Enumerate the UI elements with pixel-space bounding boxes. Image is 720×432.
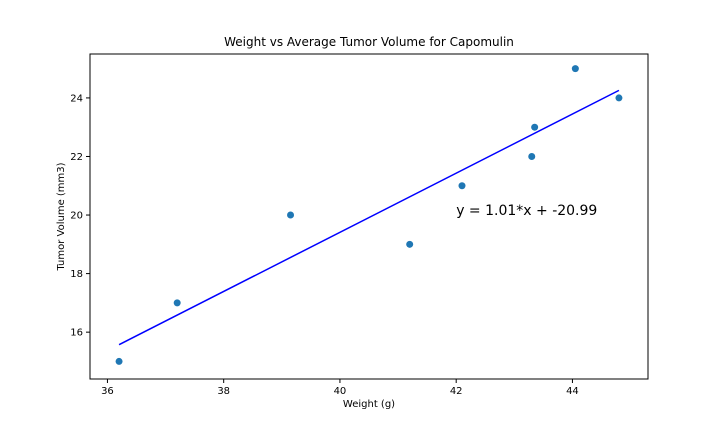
- y-tick-label: 24: [70, 93, 83, 104]
- data-point: [531, 123, 539, 131]
- x-tick-label: 44: [566, 386, 579, 397]
- y-tick-label: 18: [70, 269, 83, 280]
- data-point: [571, 65, 579, 73]
- data-point: [458, 182, 466, 190]
- chart-title: Weight vs Average Tumor Volume for Capom…: [224, 35, 514, 49]
- y-axis-ticks: 16 18 20 22 24: [70, 93, 90, 339]
- regression-line: [118, 89, 620, 346]
- x-axis-label: Weight (g): [343, 399, 395, 410]
- plot-area: y = 1.01*x + -20.99: [115, 65, 623, 365]
- y-tick-label: 20: [70, 211, 83, 222]
- x-tick-label: 40: [334, 386, 347, 397]
- y-axis-label: Tumor Volume (mm3): [56, 162, 67, 271]
- data-point: [173, 299, 181, 307]
- x-tick-label: 38: [217, 386, 230, 397]
- data-point: [287, 211, 295, 219]
- data-point: [115, 357, 123, 365]
- y-tick-label: 16: [70, 328, 83, 339]
- regression-equation: y = 1.01*x + -20.99: [456, 203, 597, 219]
- data-point: [528, 152, 536, 160]
- x-tick-label: 36: [101, 386, 114, 397]
- y-tick-label: 22: [70, 152, 83, 163]
- x-tick-label: 42: [450, 386, 463, 397]
- x-axis-ticks: 36 38 40 42 44: [101, 379, 579, 397]
- data-point: [615, 94, 623, 102]
- plot-frame: [89, 53, 649, 380]
- data-point: [406, 240, 414, 248]
